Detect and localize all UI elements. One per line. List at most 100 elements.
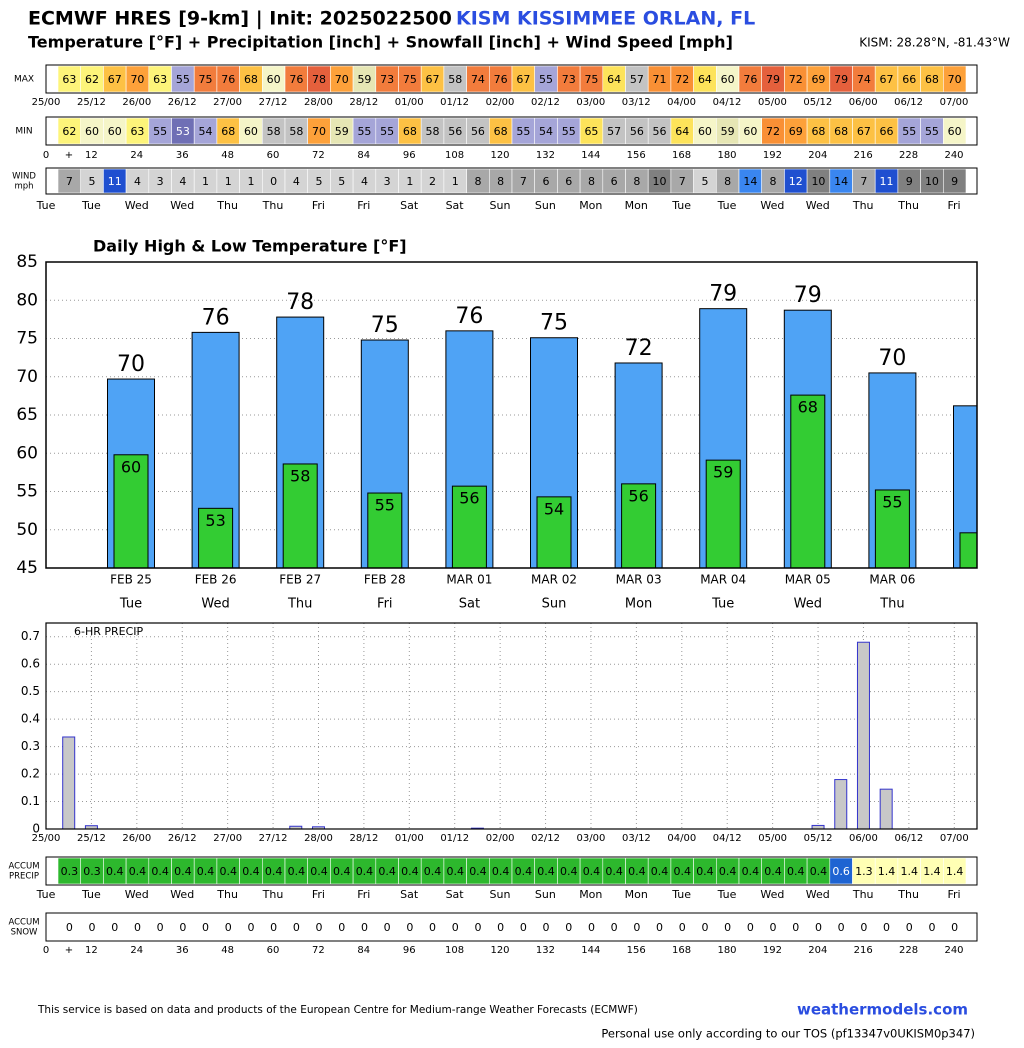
- weekday-label: Fri: [312, 888, 325, 901]
- hour-label: 84: [357, 945, 370, 956]
- strip-value: 76: [743, 73, 757, 86]
- date-label: 02/12: [531, 97, 560, 108]
- strip-value: 5: [701, 175, 708, 188]
- date-label: 27/00: [213, 97, 242, 108]
- strip-value: 0: [520, 921, 527, 934]
- strip-label: SNOW: [11, 928, 38, 938]
- strip-value: 75: [403, 73, 417, 86]
- hour-label: 204: [808, 150, 827, 161]
- bar: [874, 489, 910, 568]
- x-tick-label: MAR 05: [785, 573, 831, 587]
- y-tick-label: 75: [16, 329, 38, 349]
- strip-value: 0.6: [832, 865, 850, 878]
- strip-value: 72: [789, 73, 803, 86]
- weekday-label: Fri: [312, 199, 325, 212]
- strip-value: 0.4: [288, 865, 306, 878]
- strip-value: 70: [130, 73, 144, 86]
- bar: [451, 485, 487, 568]
- x-tick-label: FEB 26: [195, 573, 237, 587]
- hour-label: 240: [944, 150, 963, 161]
- strip-value: 79: [766, 73, 780, 86]
- strip-value: 56: [630, 125, 644, 138]
- strip-value: 75: [584, 73, 598, 86]
- x-tick-label: 03/00: [577, 833, 606, 844]
- strip-value: 62: [62, 125, 76, 138]
- strip-value: 0.4: [628, 865, 646, 878]
- bar: [536, 496, 572, 568]
- weekday-label: Thu: [879, 597, 904, 612]
- strip-value: 0: [724, 921, 731, 934]
- bar: [790, 394, 826, 568]
- strip-value: 60: [721, 73, 735, 86]
- strip-value: 54: [539, 125, 553, 138]
- strip-value: 0.4: [764, 865, 782, 878]
- weekday-label: Sat: [400, 199, 419, 212]
- strip-label: MAX: [14, 75, 34, 85]
- weekday-label: Tue: [717, 199, 737, 212]
- strip-value: 0: [611, 921, 618, 934]
- strip-value: 72: [675, 73, 689, 86]
- weekday-label: Thu: [852, 888, 874, 901]
- strip-value: 0: [316, 921, 323, 934]
- strip-value: 59: [357, 73, 371, 86]
- weekday-label: Fri: [947, 199, 960, 212]
- value-label: 53: [205, 511, 225, 530]
- strip-value: 68: [221, 125, 235, 138]
- value-label: 68: [798, 398, 818, 417]
- location: KISM KISSIMMEE ORLAN, FL: [456, 8, 755, 30]
- date-label: 26/12: [168, 97, 197, 108]
- y-tick-label: 85: [16, 252, 38, 272]
- strip-label: mph: [14, 182, 33, 192]
- weekday-label: Thu: [287, 597, 312, 612]
- chart-title: Daily High & Low Temperature [°F]: [93, 237, 407, 256]
- strip-value: 56: [653, 125, 667, 138]
- strip-value: 3: [384, 175, 391, 188]
- hour-label: 96: [403, 150, 416, 161]
- strip-value: 0.4: [674, 865, 692, 878]
- strip-value: 0.3: [83, 865, 101, 878]
- strip-value: 68: [244, 73, 258, 86]
- strip-value: 0: [883, 921, 890, 934]
- weekday-label: Tue: [81, 199, 101, 212]
- weekday-label: Tue: [671, 888, 691, 901]
- strip-value: 60: [267, 73, 281, 86]
- strip-value: 1.4: [946, 865, 964, 878]
- strip-value: 73: [380, 73, 394, 86]
- strip-value: 0: [338, 921, 345, 934]
- weekday-label: Mon: [579, 199, 602, 212]
- x-tick-label: MAR 01: [446, 573, 492, 587]
- value-label: 56: [628, 486, 648, 505]
- x-tick-label: 01/12: [440, 833, 469, 844]
- strip-value: 0.4: [220, 865, 238, 878]
- strip-label: MIN: [15, 127, 32, 137]
- plot-area: [46, 262, 977, 568]
- strip-value: 10: [811, 175, 825, 188]
- hour-label: 120: [490, 945, 509, 956]
- strip-value: 4: [134, 175, 141, 188]
- date-label: 01/12: [440, 97, 469, 108]
- weekday-label: Tue: [671, 199, 691, 212]
- x-tick-label: 26/00: [122, 833, 151, 844]
- date-label: 05/00: [758, 97, 787, 108]
- hour-label: 12: [85, 945, 98, 956]
- value-label: 54: [544, 499, 564, 518]
- strip-value: 0.3: [61, 865, 79, 878]
- strip-value: 0.4: [242, 865, 260, 878]
- plot-area: [45, 622, 978, 830]
- strip-value: 0: [270, 175, 277, 188]
- y-tick-label: 80: [16, 290, 38, 310]
- weekday-label: Wed: [760, 199, 784, 212]
- strip-value: 0: [906, 921, 913, 934]
- hour-label: 240: [944, 945, 963, 956]
- strip-value: 70: [948, 73, 962, 86]
- strip-value: 57: [630, 73, 644, 86]
- y-tick-label: 0.5: [21, 684, 40, 698]
- strip-value: 0.4: [469, 865, 487, 878]
- strip-value: 60: [948, 125, 962, 138]
- strip-value: 63: [130, 125, 144, 138]
- strip-value: 0: [225, 921, 232, 934]
- strip-value: 5: [338, 175, 345, 188]
- weekday-label: Fri: [357, 888, 370, 901]
- precip-bar: [834, 779, 848, 830]
- strip-value: 1.4: [923, 865, 941, 878]
